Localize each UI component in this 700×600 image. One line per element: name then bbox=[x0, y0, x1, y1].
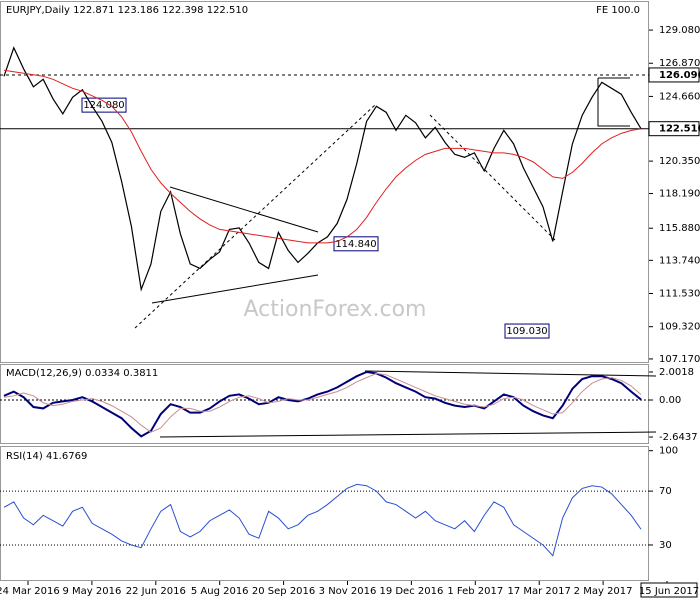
price-title: EURJPY,Daily 122.871 123.186 122.398 122… bbox=[6, 5, 248, 16]
x-tick-label: 24 Mar 2016 bbox=[0, 586, 60, 597]
y-tick-label: 115.880 bbox=[659, 223, 700, 234]
y-tick-label: 70 bbox=[659, 486, 672, 497]
trend-line bbox=[159, 431, 657, 438]
price-box-label: 122.510 bbox=[659, 124, 700, 135]
annotation-label: 109.030 bbox=[506, 326, 547, 337]
y-tick-label: 126.870 bbox=[659, 58, 700, 69]
y-tick-label: 100 bbox=[659, 446, 678, 457]
trend-line bbox=[597, 78, 630, 127]
y-tick-label: -2.6437 bbox=[659, 432, 698, 443]
price-panel bbox=[0, 1, 649, 363]
rsi-title: RSI(14) 41.6769 bbox=[6, 451, 87, 462]
x-tick-label: 1 Feb 2017 bbox=[447, 586, 503, 597]
corner-text: FE 100.0 bbox=[596, 5, 640, 16]
x-tick-label: 9 May 2016 bbox=[62, 586, 121, 597]
y-tick-label: 111.530 bbox=[659, 289, 700, 300]
x-tick-label: 19 Dec 2016 bbox=[379, 586, 443, 597]
y-tick-label: 2.0018 bbox=[659, 367, 694, 378]
trend-line bbox=[169, 186, 319, 233]
macd-panel bbox=[0, 364, 649, 444]
y-tick-label: 113.740 bbox=[659, 255, 700, 266]
y-tick-label: 118.190 bbox=[659, 189, 700, 200]
y-tick-label: 30 bbox=[659, 540, 672, 551]
x-tick-label: 15 Jun 2017 bbox=[639, 586, 699, 597]
price-box bbox=[648, 121, 700, 137]
macd-title: MACD(12,26,9) 0.0334 0.3811 bbox=[6, 368, 158, 379]
line-series bbox=[3, 370, 642, 438]
line-series bbox=[3, 372, 642, 433]
annotation-box bbox=[333, 236, 379, 252]
y-tick-label: 129.080 bbox=[659, 25, 700, 36]
price-box bbox=[648, 67, 700, 83]
trend-line bbox=[364, 370, 657, 377]
x-tick-label: 17 Mar 2017 bbox=[507, 586, 570, 597]
y-tick-label: 120.350 bbox=[659, 156, 700, 167]
annotation-label: 124.080 bbox=[83, 100, 124, 111]
y-tick-label: 0.00 bbox=[659, 395, 681, 406]
rsi-panel bbox=[0, 446, 649, 581]
x-tick-label: 5 Aug 2016 bbox=[191, 586, 249, 597]
date-box bbox=[640, 582, 698, 598]
trend-line bbox=[134, 104, 376, 329]
x-tick-label: 20 Sep 2016 bbox=[252, 586, 315, 597]
annotation-label: 114.840 bbox=[335, 239, 376, 250]
x-tick-label: 3 Nov 2016 bbox=[319, 586, 377, 597]
y-tick-label: 109.320 bbox=[659, 322, 700, 333]
x-tick-label: 2 May 2017 bbox=[574, 586, 633, 597]
trend-line bbox=[151, 274, 319, 304]
x-tick-label: 22 Jun 2016 bbox=[126, 586, 186, 597]
line-series bbox=[3, 46, 642, 292]
line-series bbox=[3, 69, 642, 244]
watermark: ActionForex.com bbox=[244, 297, 427, 322]
y-tick-label: 124.660 bbox=[659, 91, 700, 102]
price-box-label: 126.090 bbox=[659, 70, 700, 81]
annotation-box bbox=[504, 323, 550, 339]
line-series bbox=[3, 483, 642, 557]
y-tick-label: 107.170 bbox=[659, 354, 700, 365]
